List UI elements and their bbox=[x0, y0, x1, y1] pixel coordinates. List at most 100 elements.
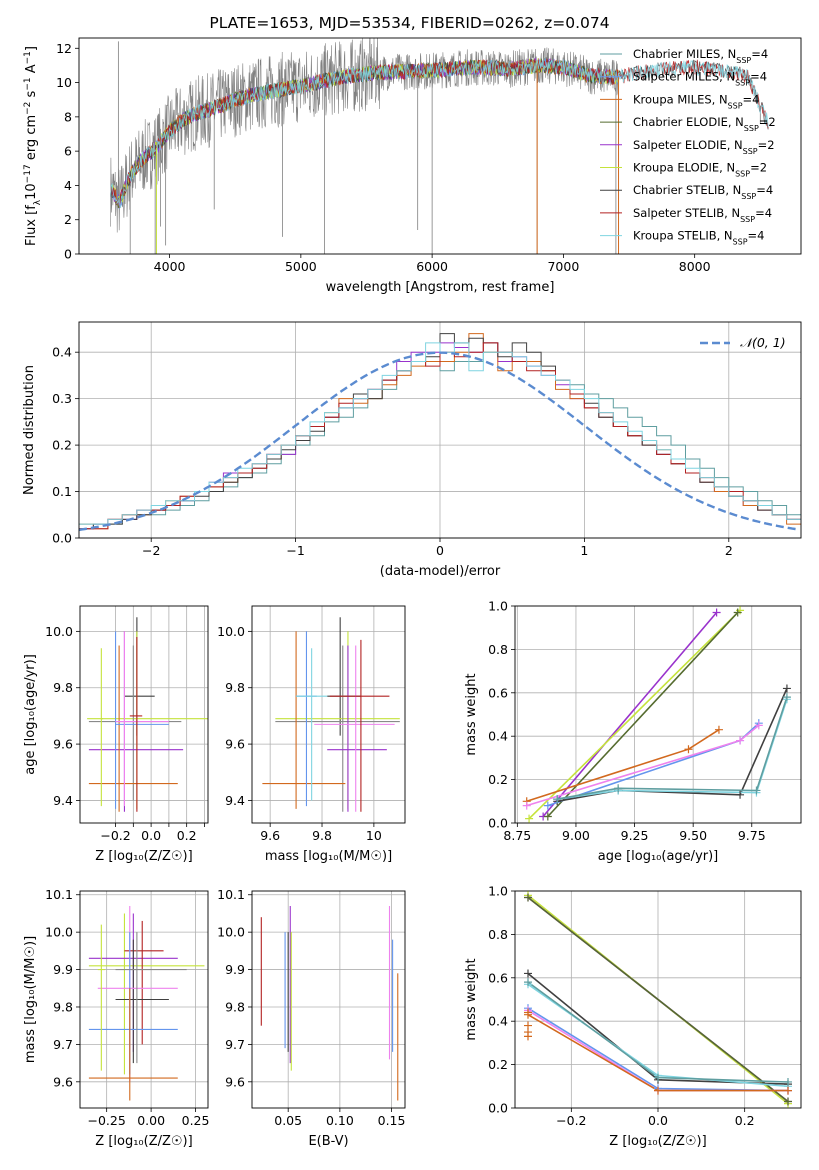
axes-frame bbox=[78, 37, 802, 255]
y-tick-label: 0.6 bbox=[488, 685, 508, 700]
y-tick-label: 1.0 bbox=[488, 884, 508, 899]
x-tick-label: 7000 bbox=[547, 259, 579, 274]
x-axis-label: Z [log₁₀(Z/Z☉)] bbox=[95, 1134, 192, 1149]
y-axis-label: Normed distribution bbox=[22, 365, 37, 495]
y-tick-label: 9.9 bbox=[225, 962, 245, 977]
legend-name: Chabrier ELODIE, N bbox=[633, 115, 744, 129]
x-tick-label: 5000 bbox=[285, 259, 317, 274]
y-tick-label: 9.4 bbox=[53, 793, 73, 808]
y-tick-label: 1.0 bbox=[488, 599, 508, 614]
x-tick-label: 9.25 bbox=[621, 828, 649, 843]
panel-residual-hist: −2 −1 0 1 2 0.0 0.1 0.2 0.3 0.4 (data-model)/error… bbox=[22, 321, 802, 579]
legend-name: Salpeter MILES, N bbox=[633, 70, 735, 84]
x-axis-label: Z [log₁₀(Z/Z☉)] bbox=[95, 849, 192, 864]
panel-mass-vs-Z: −0.25 0.00 0.25 9.6 9.7 9.8 9.9 10.0 10.1 Z [log₁… bbox=[23, 887, 209, 1149]
x-tick-label: 0.15 bbox=[378, 1113, 406, 1128]
x-tick-label: 9.50 bbox=[679, 828, 707, 843]
axes-frame bbox=[79, 605, 209, 824]
x-tick-label: 0.05 bbox=[274, 1113, 302, 1128]
y-axis-label: mass weight bbox=[464, 958, 479, 1040]
x-tick-label: 8.75 bbox=[503, 828, 531, 843]
y-tick-label: 9.8 bbox=[53, 999, 73, 1014]
tick-marks: 0.05 0.10 0.15 9.6 9.7 9.8 9.9 10.0 10.1 bbox=[217, 887, 405, 1128]
plus-marker bbox=[712, 608, 721, 617]
x-tick-label: 0.0 bbox=[141, 828, 161, 843]
y-axis-label: mass [log₁₀(M/M☉)] bbox=[23, 936, 38, 1063]
y-axis-label: mass weight bbox=[464, 673, 479, 755]
plus-marker bbox=[752, 786, 761, 795]
plus-marker bbox=[614, 784, 623, 793]
x-axis-label: E(B-V) bbox=[308, 1134, 348, 1149]
mass-weight-line bbox=[557, 699, 788, 800]
legend-name: Chabrier STELIB, N bbox=[633, 183, 741, 197]
y-tick-label: 9.9 bbox=[53, 962, 73, 977]
y-axis-label: Flux [fλ10−17 erg cm−2 s−1 A−1] bbox=[23, 46, 43, 246]
plot-area bbox=[87, 617, 208, 812]
x-tick-label: 4000 bbox=[154, 259, 186, 274]
legend-entry: Chabrier STELIB, NSSP=4 bbox=[633, 183, 773, 201]
y-tick-label: 0.6 bbox=[488, 970, 508, 985]
legend-value: =4 bbox=[743, 92, 760, 106]
x-axis-label: mass [log₁₀(M/M☉)] bbox=[265, 849, 392, 864]
legend-sub: SSP bbox=[743, 146, 758, 155]
y-axis-label-part: ] bbox=[24, 46, 39, 51]
axes-frame bbox=[251, 605, 406, 824]
tick-marks: 4000 5000 6000 7000 8000 0 2 4 6 8 10 12 bbox=[56, 41, 711, 274]
axes-frame bbox=[251, 890, 406, 1109]
y-axis-label-part: s bbox=[24, 90, 39, 101]
legend-sub: SSP bbox=[736, 56, 751, 65]
x-axis-label: (data-model)/error bbox=[380, 564, 501, 579]
y-tick-label: 0.2 bbox=[52, 438, 72, 453]
plus-marker bbox=[525, 814, 534, 823]
legend-value: =4 bbox=[750, 70, 767, 84]
legend-name: Salpeter ELODIE, N bbox=[633, 138, 743, 152]
tick-marks: −0.25 0.00 0.25 9.6 9.7 9.8 9.9 10.0 10.1 bbox=[45, 887, 209, 1128]
mass-weight-line bbox=[557, 696, 788, 800]
y-tick-label: 9.8 bbox=[225, 680, 245, 695]
model-spectrum bbox=[110, 58, 769, 204]
legend-entry: Salpeter ELODIE, NSSP=2 bbox=[633, 138, 775, 156]
legend-entry: Salpeter STELIB, NSSP=4 bbox=[633, 206, 772, 224]
plot-area bbox=[79, 333, 801, 532]
grid-lines bbox=[252, 606, 405, 823]
plot-area bbox=[526, 609, 788, 820]
y-tick-label: 0.4 bbox=[488, 1014, 508, 1029]
mass-weight-line bbox=[557, 688, 788, 803]
panel-mass-weight-vs-age: 8.75 9.00 9.25 9.50 9.75 0.0 0.2 0.4 0.6 0.8 1.0 ag… bbox=[464, 599, 802, 864]
x-tick-label: 9.6 bbox=[260, 828, 280, 843]
axes-frame bbox=[514, 890, 802, 1109]
plus-marker bbox=[754, 721, 763, 730]
x-axis-label: age [log₁₀(age/yr)] bbox=[598, 849, 719, 864]
y-tick-label: 0.0 bbox=[488, 816, 508, 831]
y-axis-label: age [log₁₀(age/yr)] bbox=[23, 654, 38, 775]
x-tick-label: 0.25 bbox=[182, 1113, 210, 1128]
x-tick-label: 0 bbox=[436, 543, 444, 558]
mass-weight-line bbox=[528, 609, 741, 820]
y-tick-label: 4 bbox=[64, 178, 72, 193]
y-tick-label: 0.2 bbox=[488, 1057, 508, 1072]
tick-marks: −2 −1 0 1 2 0.0 0.1 0.2 0.3 0.4 bbox=[52, 345, 733, 558]
legend-name: Kroupa ELODIE, N bbox=[633, 161, 735, 175]
legend-sub: SSP bbox=[735, 169, 750, 178]
legend-entry: Kroupa MILES, NSSP=4 bbox=[633, 92, 759, 110]
legend-name: Chabrier MILES, N bbox=[633, 47, 736, 61]
y-tick-label: 9.6 bbox=[225, 737, 245, 752]
plot-area bbox=[88, 905, 205, 1101]
y-tick-label: 0.4 bbox=[52, 345, 72, 360]
figure-title: PLATE=1653, MJD=53534, FIBERID=0262, z=0… bbox=[209, 14, 610, 32]
legend-sub: SSP bbox=[741, 192, 756, 201]
plus-marker bbox=[524, 1008, 532, 1017]
legend-entry: Salpeter MILES, NSSP=4 bbox=[633, 70, 767, 88]
x-tick-label: 0.00 bbox=[137, 1113, 165, 1128]
axes-frame bbox=[514, 605, 802, 824]
x-tick-label: 10 bbox=[366, 828, 382, 843]
plot-area bbox=[262, 617, 400, 812]
axes-frame bbox=[79, 890, 209, 1109]
mass-weight-line bbox=[547, 611, 739, 818]
grid-lines bbox=[80, 606, 208, 823]
legend-value: =2 bbox=[750, 161, 767, 175]
panel-spectrum: 4000 5000 6000 7000 8000 0 2 4 6 8 10 12 wavelength … bbox=[23, 37, 802, 295]
tick-marks: −0.2 0.0 0.2 9.4 9.6 9.8 10.0 bbox=[45, 624, 205, 843]
observed-spectrum bbox=[110, 38, 619, 233]
